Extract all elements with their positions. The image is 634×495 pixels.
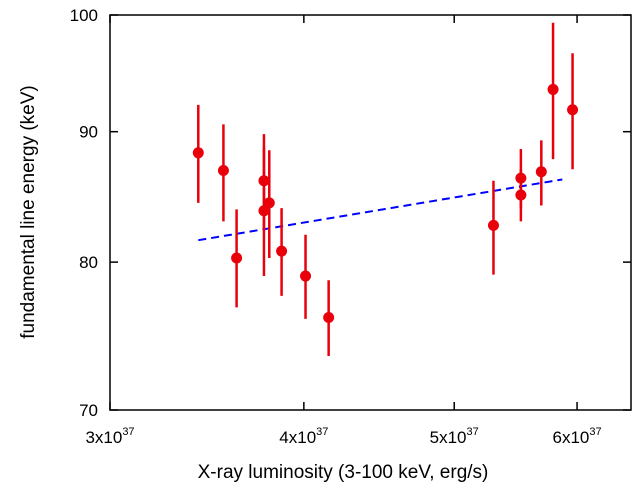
y-axis-title: fundamental line energy (keV) [18, 85, 39, 338]
data-point [263, 197, 275, 209]
x-tick-label: 4x1037 [279, 426, 328, 447]
data-points-group [192, 22, 579, 356]
data-point [323, 311, 335, 323]
y-tick-label: 80 [79, 253, 98, 272]
x-tick-labels: 3x1037 4x1037 5x1037 6x1037 [85, 426, 601, 447]
data-point [567, 104, 579, 116]
data-point [547, 83, 559, 95]
y-tick-label: 90 [79, 123, 98, 142]
plot-frame [109, 14, 632, 411]
x-tick-label: 6x1037 [553, 426, 602, 447]
data-point [515, 189, 527, 201]
x-axis-title: X-ray luminosity (3-100 keV, erg/s) [198, 462, 489, 483]
data-point [231, 252, 243, 264]
data-point [487, 219, 499, 231]
data-point [192, 147, 204, 159]
fit-line [198, 178, 563, 242]
axis-ticks [109, 14, 631, 411]
data-point [300, 270, 312, 282]
fit-line-group [198, 178, 563, 242]
x-tick-label: 3x1037 [85, 426, 134, 447]
y-tick-label: 70 [79, 401, 98, 420]
data-point [535, 166, 547, 178]
data-point [276, 245, 288, 257]
data-point [258, 205, 270, 217]
y-tick-labels: 70 80 90 100 [70, 6, 98, 420]
x-tick-label: 5x1037 [430, 426, 479, 447]
y-tick-label: 100 [70, 6, 98, 25]
data-point [217, 164, 229, 176]
